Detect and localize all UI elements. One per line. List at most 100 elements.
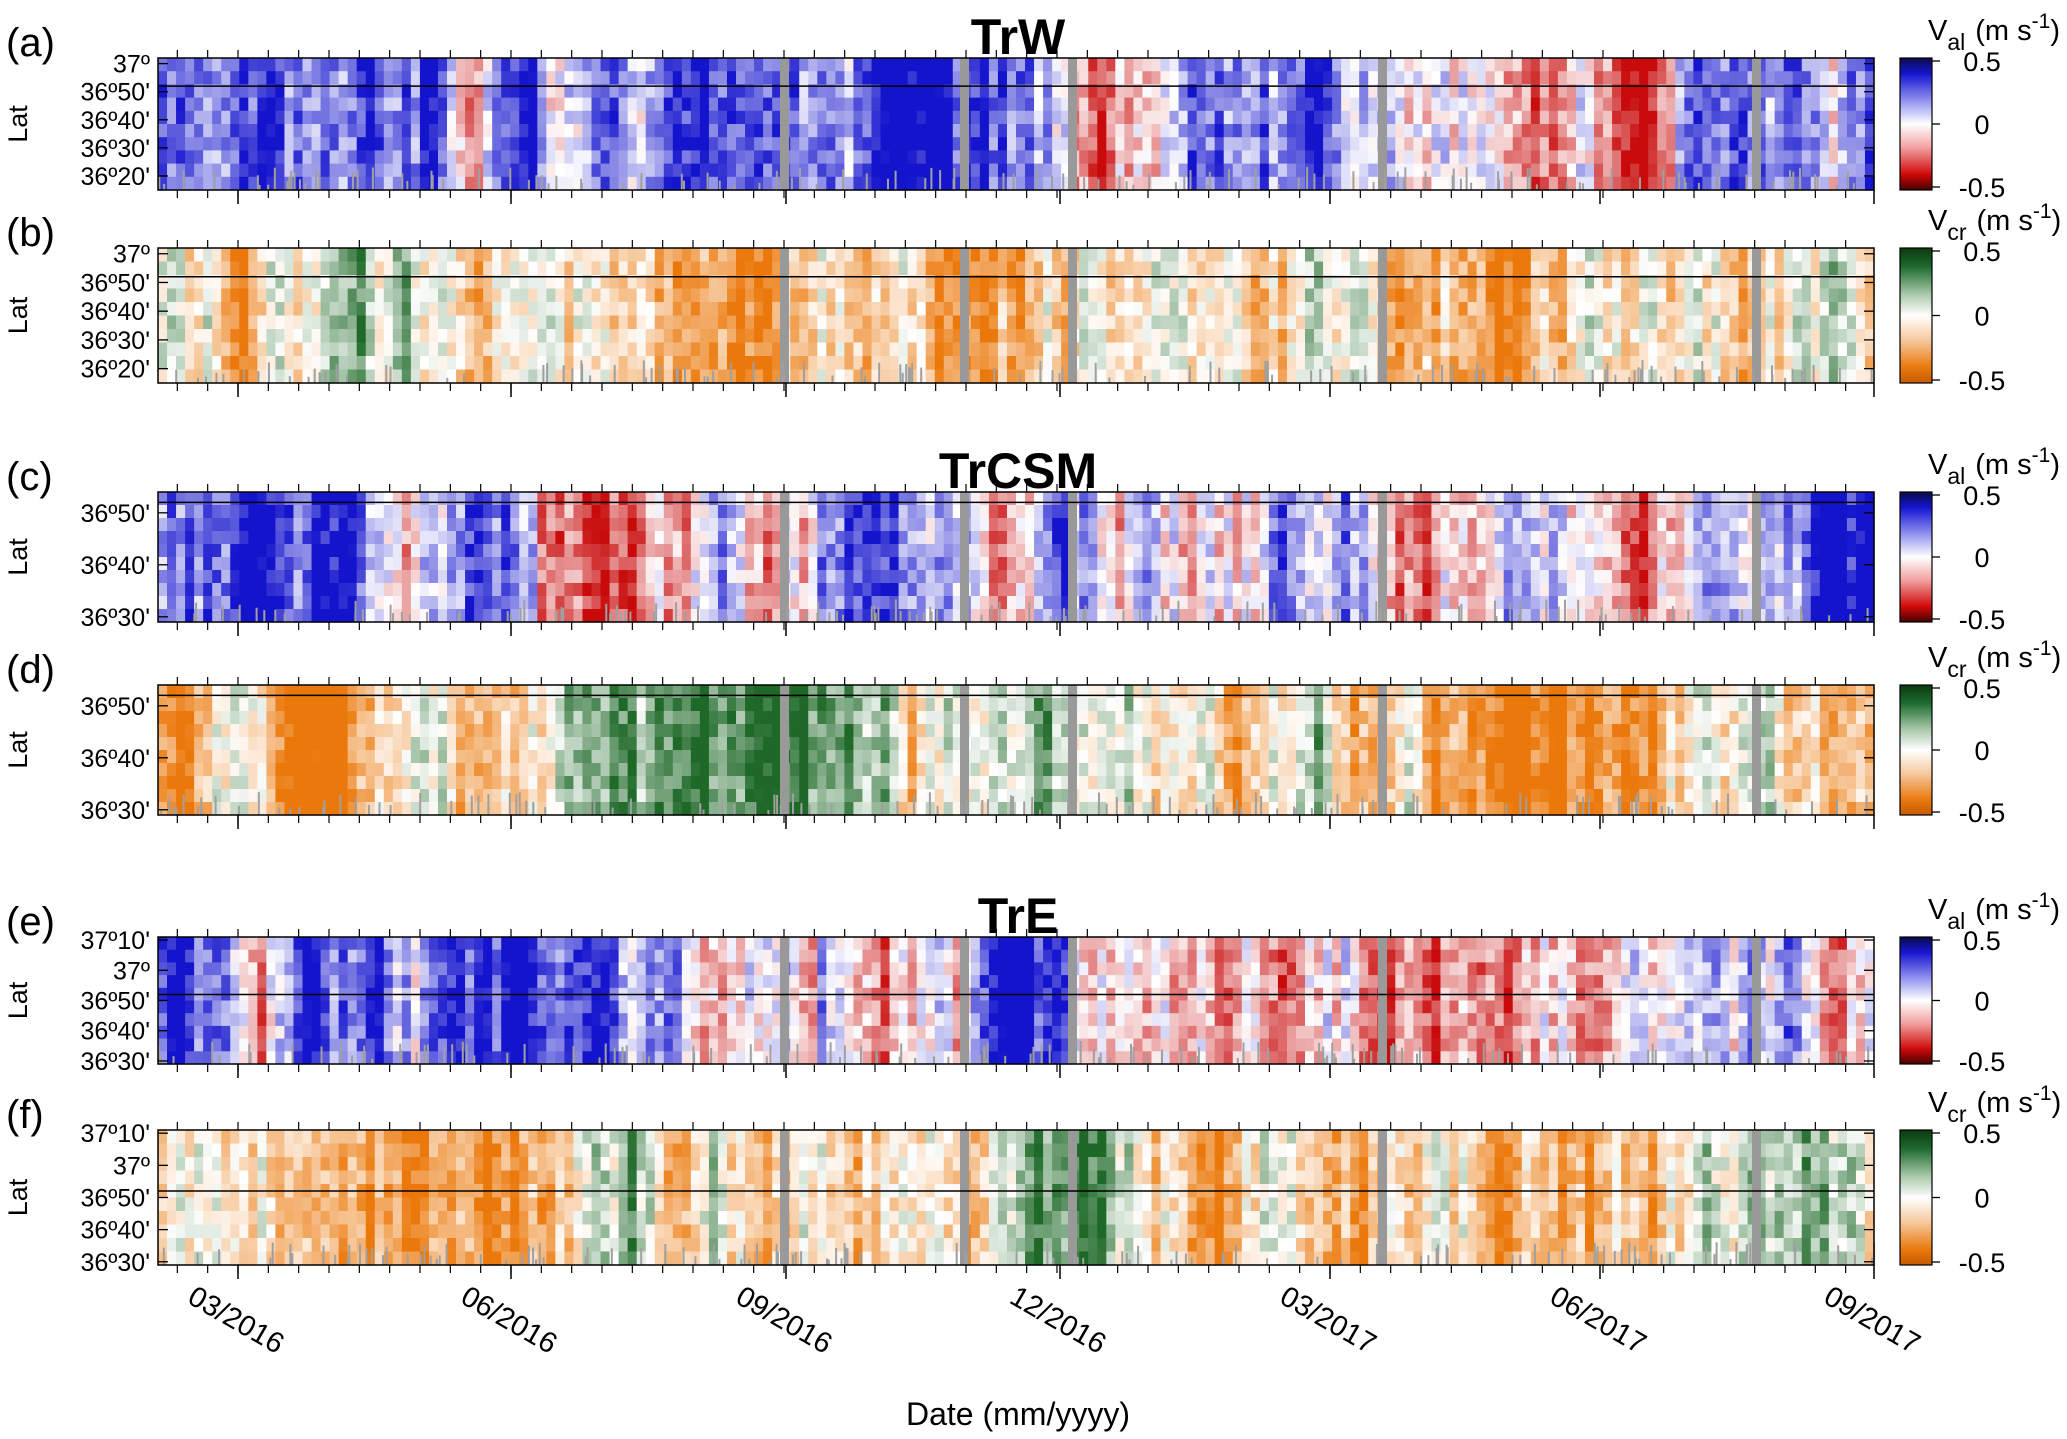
heatmap-cell bbox=[691, 164, 701, 178]
heatmap-cell bbox=[303, 98, 313, 112]
heatmap-cell bbox=[998, 137, 1008, 151]
heatmap-cell bbox=[1847, 316, 1857, 330]
heatmap-cell bbox=[718, 98, 728, 112]
heatmap-cell bbox=[1251, 58, 1261, 72]
heatmap-cell bbox=[185, 370, 195, 384]
colorbar-tick-label: 0.5 bbox=[1963, 237, 2001, 267]
heatmap-cell bbox=[582, 262, 592, 276]
heatmap-cell bbox=[303, 302, 313, 316]
heatmap-cell bbox=[1161, 111, 1171, 125]
heatmap-cell bbox=[1459, 111, 1469, 125]
mask-bar bbox=[243, 370, 245, 383]
heatmap-cell bbox=[1079, 150, 1089, 164]
heatmap-cell bbox=[257, 262, 267, 276]
heatmap-cell bbox=[474, 124, 484, 138]
heatmap-cell bbox=[1567, 177, 1577, 191]
heatmap-cell bbox=[339, 557, 349, 571]
heatmap-cell bbox=[673, 316, 683, 330]
heatmap-cell bbox=[501, 302, 511, 316]
heatmap-cell bbox=[826, 137, 836, 151]
heatmap-cell bbox=[935, 343, 945, 357]
heatmap-cell bbox=[321, 164, 331, 178]
heatmap-cell bbox=[1224, 356, 1234, 370]
heatmap-cell bbox=[1811, 262, 1821, 276]
heatmap-cell bbox=[1151, 289, 1161, 303]
heatmap-cell bbox=[176, 58, 186, 72]
heatmap-cell bbox=[790, 329, 800, 343]
heatmap-cell bbox=[664, 492, 674, 506]
heatmap-cell bbox=[655, 262, 665, 276]
heatmap-cell bbox=[284, 557, 294, 571]
mask-bar bbox=[861, 367, 863, 383]
heatmap-cell bbox=[564, 150, 574, 164]
heatmap-cell bbox=[691, 505, 701, 519]
heatmap-cell bbox=[429, 316, 439, 330]
heatmap-cell bbox=[1450, 150, 1460, 164]
heatmap-cell bbox=[393, 71, 403, 85]
heatmap-cell bbox=[420, 370, 430, 384]
mask-bar bbox=[622, 183, 624, 190]
heatmap-cell bbox=[1197, 124, 1207, 138]
heatmap-cell bbox=[980, 137, 990, 151]
heatmap-cell bbox=[212, 111, 222, 125]
heatmap-cell bbox=[808, 262, 818, 276]
heatmap-cell bbox=[257, 356, 267, 370]
heatmap-cell bbox=[284, 544, 294, 558]
heatmap-cell bbox=[158, 544, 168, 558]
heatmap-cell bbox=[582, 248, 592, 262]
heatmap-cell bbox=[248, 356, 258, 370]
heatmap-cell bbox=[1495, 329, 1505, 343]
heatmap-cell bbox=[1404, 137, 1414, 151]
heatmap-cell bbox=[402, 124, 412, 138]
heatmap-cell bbox=[176, 316, 186, 330]
heatmap-cell bbox=[1179, 302, 1189, 316]
heatmap-cell bbox=[709, 111, 719, 125]
heatmap-cell bbox=[1341, 302, 1351, 316]
heatmap-cell bbox=[1549, 356, 1559, 370]
heatmap-cell bbox=[393, 329, 403, 343]
heatmap-cell bbox=[312, 137, 322, 151]
heatmap-cell bbox=[438, 570, 448, 584]
heatmap-cell bbox=[564, 492, 574, 506]
heatmap-cell bbox=[835, 71, 845, 85]
heatmap-cell bbox=[1522, 248, 1532, 262]
heatmap-cell bbox=[1720, 316, 1730, 330]
heatmap-cell bbox=[1350, 356, 1360, 370]
heatmap-cell bbox=[257, 58, 267, 72]
heatmap-cell bbox=[727, 124, 737, 138]
heatmap-cell bbox=[754, 164, 764, 178]
heatmap-cell bbox=[257, 505, 267, 519]
heatmap-cell bbox=[1359, 262, 1369, 276]
heatmap-cell bbox=[1693, 98, 1703, 112]
heatmap-cell bbox=[357, 505, 367, 519]
heatmap-cell bbox=[736, 329, 746, 343]
heatmap-cell bbox=[284, 531, 294, 545]
heatmap-cell bbox=[1332, 177, 1342, 191]
heatmap-cell bbox=[510, 370, 520, 384]
heatmap-cell bbox=[1630, 164, 1640, 178]
heatmap-cell bbox=[1729, 111, 1739, 125]
heatmap-cell bbox=[1847, 58, 1857, 72]
heatmap-cell bbox=[203, 71, 213, 85]
heatmap-cell bbox=[709, 248, 719, 262]
heatmap-cell bbox=[1251, 71, 1261, 85]
heatmap-cell bbox=[474, 262, 484, 276]
heatmap-cell bbox=[1630, 289, 1640, 303]
heatmap-cell bbox=[1612, 137, 1622, 151]
heatmap-cell bbox=[257, 518, 267, 532]
heatmap-cell bbox=[700, 98, 710, 112]
heatmap-cell bbox=[1576, 370, 1586, 384]
heatmap-cell bbox=[790, 137, 800, 151]
heatmap-cell bbox=[1558, 71, 1568, 85]
heatmap-cell bbox=[727, 137, 737, 151]
heatmap-cell bbox=[1684, 137, 1694, 151]
heatmap-cell bbox=[1540, 71, 1550, 85]
heatmap-cell bbox=[817, 248, 827, 262]
heatmap-cell bbox=[808, 124, 818, 138]
heatmap-cell bbox=[1675, 111, 1685, 125]
heatmap-cell bbox=[203, 124, 213, 138]
heatmap-cell bbox=[718, 329, 728, 343]
heatmap-cell bbox=[601, 557, 611, 571]
mask-bar bbox=[776, 171, 778, 190]
heatmap-cell bbox=[474, 583, 484, 597]
